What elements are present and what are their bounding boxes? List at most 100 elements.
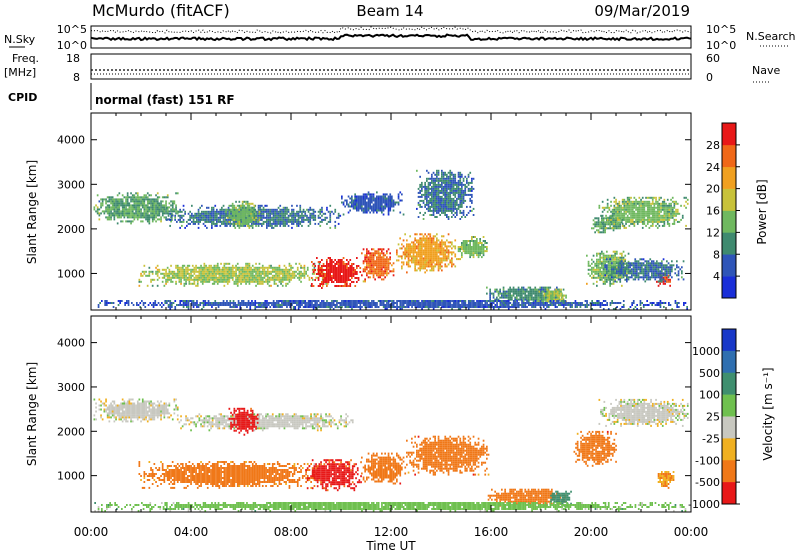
data-cell [386,268,388,271]
data-cell [424,187,426,190]
data-cell [188,278,191,281]
data-cell [228,270,231,273]
data-cell [602,262,605,265]
data-cell [136,196,139,199]
data-cell [233,218,236,221]
data-cell [601,256,603,259]
data-cell [301,274,304,277]
data-cell [241,276,244,279]
data-cell [165,210,167,213]
data-cell [432,189,435,192]
data-cell [543,292,546,295]
data-cell [509,294,511,297]
data-cell [444,253,447,256]
data-cell [211,270,214,273]
data-cell [140,202,142,205]
data-cell [426,263,428,266]
data-cell [668,202,671,205]
data-cell [643,218,646,221]
data-cell [606,204,609,207]
data-cell [143,214,146,217]
data-cell [377,203,380,206]
data-cell [366,256,368,259]
data-cell [218,276,221,279]
data-cell [347,273,350,275]
data-cell [429,241,432,244]
data-cell [635,204,637,207]
data-cell [346,265,348,267]
data-cell [356,201,358,204]
data-cell [670,206,672,209]
data-cell [551,298,554,301]
data-cell [631,200,634,203]
data-cell [148,220,151,223]
data-cell [496,288,498,291]
data-cell [457,197,460,200]
data-cell [617,260,620,263]
data-cell [171,218,173,221]
data-cell [214,224,217,227]
data-cell [161,204,164,207]
data-cell [209,218,212,221]
data-cell [242,224,245,227]
data-cell [296,272,299,275]
freq-label-1: Freq. [12,52,39,65]
data-cell [230,272,232,275]
data-cell [344,199,346,202]
data-cell [429,205,431,208]
data-cell [541,294,543,297]
data-cell [431,179,433,182]
data-cell [316,257,318,259]
data-cell [504,290,506,293]
data-cell [258,272,261,275]
data-cell [646,220,649,223]
data-cell [245,212,247,215]
data-cell [635,206,637,209]
data-cell [140,280,142,283]
data-cell [212,212,215,215]
data-cell [386,258,388,261]
data-cell [602,256,605,259]
data-cell [422,261,425,264]
data-cell [609,227,611,230]
data-cell [441,171,443,174]
data-cell [182,204,185,207]
data-cell [168,274,171,277]
data-cell [135,200,137,203]
data-cell [138,206,141,209]
data-cell [482,244,485,246]
data-cell [278,266,281,269]
data-cell [539,296,542,299]
data-cell [337,216,340,219]
data-cell [179,208,181,211]
data-cell [273,268,276,271]
data-cell [631,216,634,219]
data-cell [648,210,651,213]
data-cell [317,214,320,217]
data-cell [235,266,237,269]
data-cell [120,212,122,215]
data-cell [462,197,465,200]
data-cell [362,262,365,265]
data-cell [432,209,435,212]
data-cell [181,272,184,275]
data-cell [123,208,126,211]
data-cell [297,212,300,215]
data-cell [233,220,236,223]
data-cell [675,202,677,205]
data-cell [464,193,467,196]
data-cell [166,272,169,275]
data-cell [199,218,201,221]
data-cell [216,210,218,213]
data-cell [362,201,365,204]
data-cell [457,179,460,182]
data-cell [356,257,358,259]
data-cell [555,300,557,303]
data-cell [379,272,381,275]
data-cell [191,270,194,273]
data-cell [446,203,448,206]
data-cell [507,294,510,297]
data-cell [194,212,196,215]
data-cell [312,263,315,265]
data-cell [136,214,139,217]
